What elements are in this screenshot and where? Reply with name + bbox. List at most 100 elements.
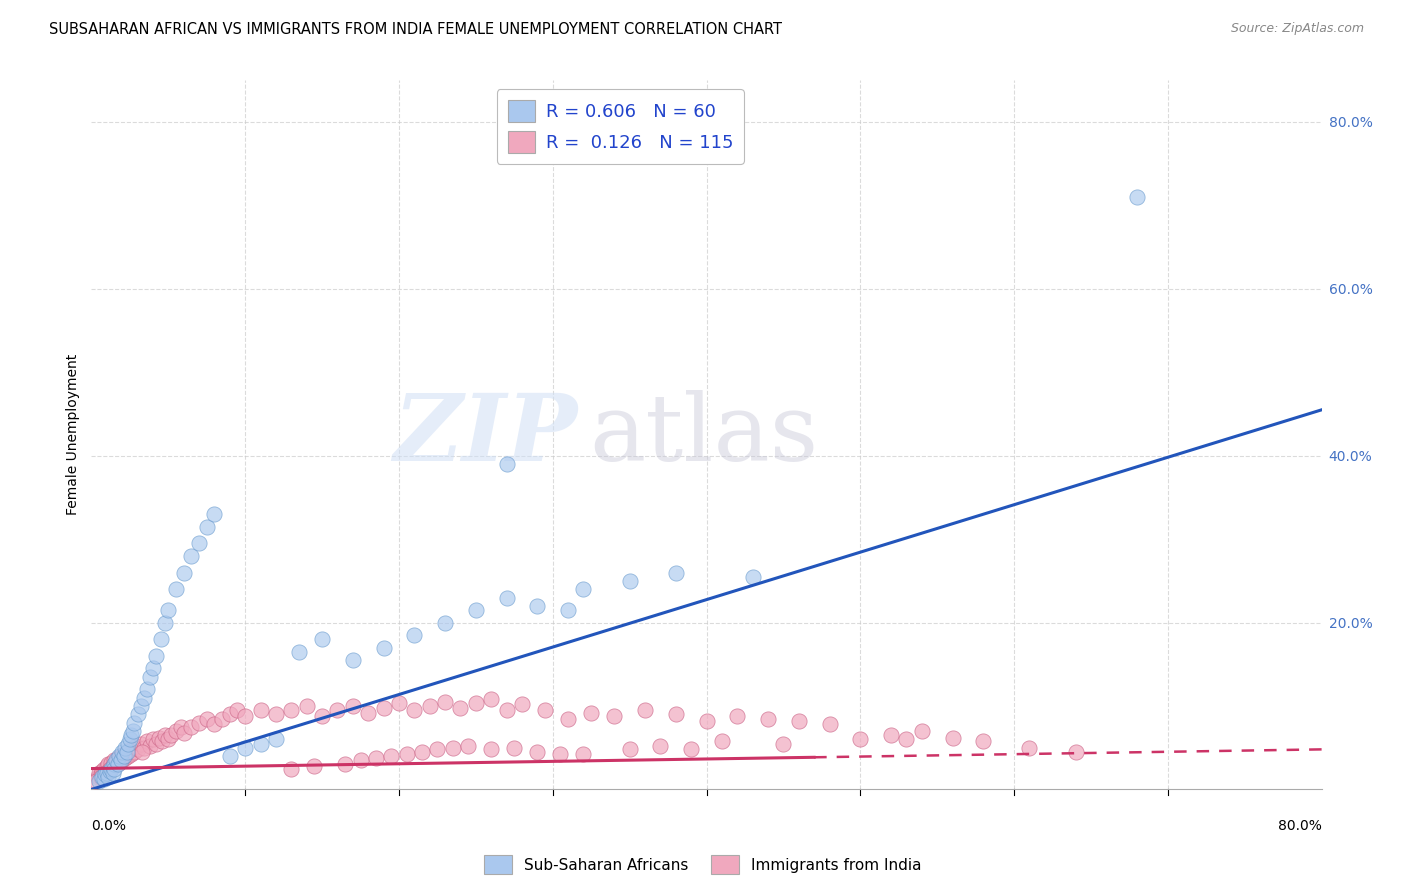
Text: atlas: atlas: [589, 390, 818, 480]
Point: [91, 764, 114, 778]
Point: [550, 747, 572, 762]
Point: [105, 753, 127, 767]
Point: [129, 698, 152, 713]
Point: [342, 698, 364, 713]
Text: ZIP: ZIP: [394, 390, 578, 480]
Point: [129, 737, 152, 751]
Point: [173, 566, 195, 580]
Point: [108, 753, 131, 767]
Text: SUBSAHARAN AFRICAN VS IMMIGRANTS FROM INDIA FEMALE UNEMPLOYMENT CORRELATION CHAR: SUBSAHARAN AFRICAN VS IMMIGRANTS FROM IN…: [49, 22, 782, 37]
Point: [534, 703, 557, 717]
Point: [98, 762, 121, 776]
Point: [457, 739, 479, 753]
Point: [142, 661, 165, 675]
Point: [142, 732, 165, 747]
Point: [157, 732, 180, 747]
Point: [441, 740, 464, 755]
Point: [100, 762, 122, 776]
Legend: R = 0.606   N = 60, R =  0.126   N = 115: R = 0.606 N = 60, R = 0.126 N = 115: [496, 89, 744, 164]
Point: [526, 745, 548, 759]
Point: [90, 767, 112, 781]
Point: [87, 774, 110, 789]
Point: [93, 762, 115, 776]
Point: [98, 762, 121, 776]
Point: [280, 703, 302, 717]
Point: [97, 770, 120, 784]
Point: [108, 756, 131, 770]
Point: [91, 770, 114, 784]
Point: [93, 772, 115, 787]
Point: [395, 747, 418, 762]
Point: [145, 648, 167, 663]
Point: [202, 717, 225, 731]
Point: [557, 603, 579, 617]
Point: [96, 765, 118, 780]
Point: [117, 737, 139, 751]
Point: [510, 698, 533, 712]
Point: [101, 759, 124, 773]
Point: [118, 732, 141, 747]
Point: [180, 720, 202, 734]
Point: [120, 728, 142, 742]
Point: [111, 745, 134, 759]
Point: [603, 709, 626, 723]
Point: [94, 765, 117, 780]
Point: [135, 682, 157, 697]
Point: [304, 759, 326, 773]
Point: [434, 615, 457, 630]
Point: [115, 745, 138, 759]
Point: [110, 753, 132, 767]
Point: [145, 737, 167, 751]
Point: [503, 740, 526, 755]
Point: [114, 740, 136, 755]
Point: [94, 765, 117, 780]
Point: [619, 742, 641, 756]
Point: [311, 709, 333, 723]
Point: [1126, 190, 1149, 204]
Point: [233, 709, 256, 723]
Point: [135, 734, 157, 748]
Point: [333, 757, 356, 772]
Point: [479, 742, 502, 756]
Point: [326, 703, 349, 717]
Point: [122, 724, 145, 739]
Point: [249, 737, 271, 751]
Point: [288, 645, 311, 659]
Point: [165, 582, 187, 597]
Point: [103, 757, 125, 772]
Point: [787, 714, 810, 728]
Point: [495, 703, 517, 717]
Point: [157, 603, 180, 617]
Point: [202, 507, 225, 521]
Point: [725, 709, 748, 723]
Point: [579, 706, 602, 720]
Point: [295, 698, 318, 713]
Point: [117, 749, 139, 764]
Point: [94, 767, 117, 781]
Point: [195, 519, 218, 533]
Point: [942, 731, 965, 745]
Point: [373, 700, 395, 714]
Point: [756, 712, 779, 726]
Point: [180, 549, 202, 563]
Point: [464, 603, 486, 617]
Point: [364, 750, 387, 764]
Point: [665, 707, 688, 722]
Point: [96, 759, 118, 773]
Point: [112, 747, 135, 762]
Point: [404, 628, 426, 642]
Y-axis label: Female Unemployment: Female Unemployment: [66, 354, 80, 516]
Point: [557, 712, 579, 726]
Point: [696, 714, 718, 728]
Point: [103, 762, 125, 776]
Point: [115, 745, 138, 759]
Point: [132, 740, 155, 755]
Point: [169, 720, 191, 734]
Point: [107, 757, 129, 772]
Point: [125, 739, 148, 753]
Point: [218, 749, 240, 764]
Point: [118, 742, 141, 756]
Point: [880, 728, 903, 742]
Point: [105, 757, 127, 772]
Point: [449, 700, 471, 714]
